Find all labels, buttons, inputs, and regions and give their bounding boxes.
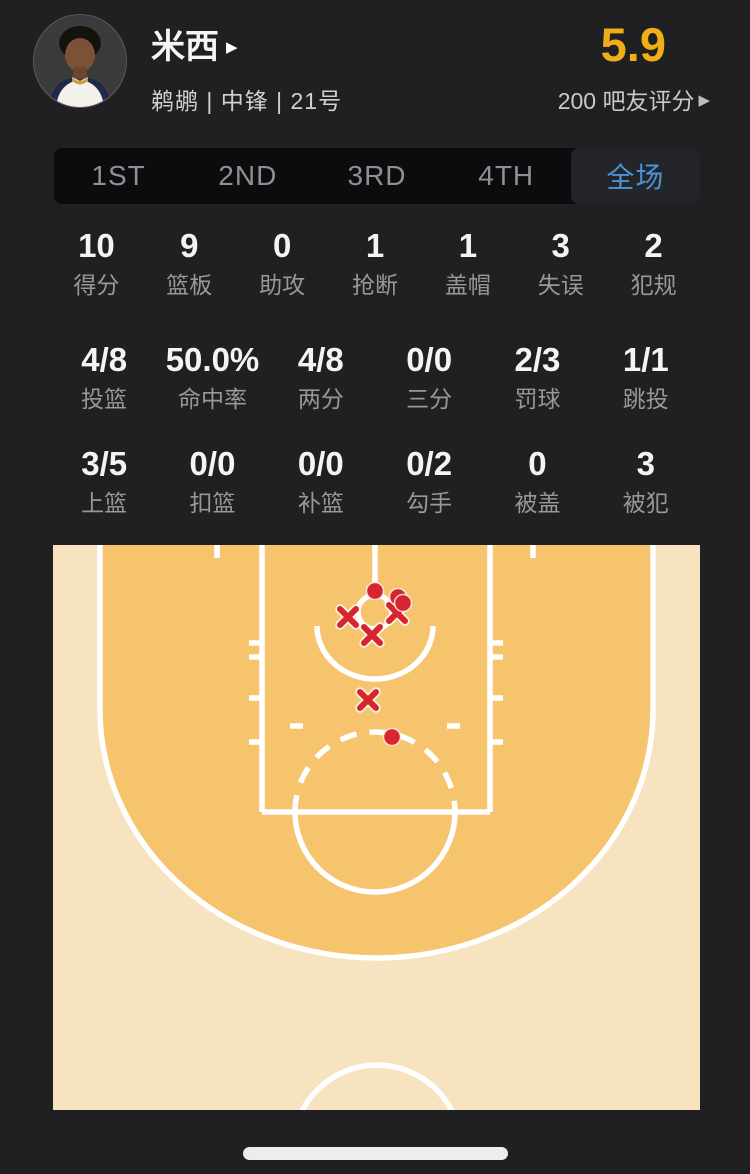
tab-3rd[interactable]: 3RD: [347, 160, 407, 191]
rating-block: 5.9 200 吧友评分 ▶: [558, 14, 710, 116]
tab-1st[interactable]: 1ST: [91, 160, 146, 191]
stat-fg-pct: 50.0% 命中率: [165, 341, 260, 412]
stat-got-blocked: 0 被盖: [514, 445, 561, 516]
player-info: 鹈鹕 | 中锋 | 21号: [151, 88, 343, 114]
shot-chart: [53, 545, 700, 1110]
three-point-line: [97, 545, 656, 961]
avatar[interactable]: [33, 14, 127, 108]
stat-dunk: 0/0 扣篮: [189, 445, 236, 516]
stat-assists: 0 助攻: [259, 227, 306, 298]
chevron-right-icon: ▶: [698, 92, 710, 109]
shot-missed-marker: [355, 687, 381, 713]
free-throw-circle-solid: [292, 811, 458, 895]
tab-4th[interactable]: 4TH: [478, 160, 535, 191]
stat-layup: 3/5 上篮: [81, 445, 128, 516]
stat-row-basic: 10 得分 9 篮板 0 助攻 1 抢断 1 盖帽 3 失误 2 犯规: [50, 226, 700, 298]
stat-blocks: 1 盖帽: [444, 227, 491, 298]
stat-steals: 1 抢断: [352, 227, 398, 298]
rating-caption: 200 吧友评分: [557, 88, 695, 114]
three-point-area: [100, 545, 653, 958]
rating-caption-link[interactable]: 200 吧友评分 ▶: [558, 82, 710, 116]
stat-three-pt: 0/0 三分: [406, 341, 453, 412]
center-circle-arc: [299, 1062, 455, 1110]
half-court: [53, 545, 700, 1110]
lane-block-ticks: [249, 640, 503, 745]
stat-putback: 0/0 补篮: [297, 445, 344, 516]
free-throw-circle-dashed: [292, 729, 458, 813]
lane-lines: [259, 545, 493, 815]
tab-full-game[interactable]: 全场: [570, 148, 701, 204]
baseline-hash-ticks: [214, 545, 536, 558]
restricted-area-arc: [314, 625, 436, 682]
stat-fouls: 2 犯规: [630, 227, 677, 298]
player-header: 米西 ▶ 鹈鹕 | 中锋 | 21号 5.9 200 吧友评分 ▶: [33, 14, 710, 116]
rating-value: 5.9: [600, 18, 666, 71]
stat-fouled-on: 3 被犯: [622, 445, 669, 516]
shot-made-marker: [382, 727, 402, 747]
stat-row-detail: 3/5 上篮 0/0 扣篮 0/0 补篮 0/2 勾手 0 被盖 3 被犯: [50, 444, 700, 516]
player-name[interactable]: 米西: [151, 27, 219, 66]
stat-turnovers: 3 失误: [537, 227, 584, 298]
chevron-right-icon: ▶: [226, 39, 238, 56]
stat-hookshot: 0/2 勾手: [406, 445, 453, 516]
player-photo: [34, 15, 126, 107]
player-ident: 米西 ▶ 鹈鹕 | 中锋 | 21号: [151, 14, 558, 116]
shot-markers-layer: [335, 581, 413, 747]
stat-points: 10 得分: [73, 227, 120, 298]
shot-missed-marker: [335, 604, 361, 630]
stat-two-pt: 4/8 两分: [297, 341, 344, 412]
tab-2nd[interactable]: 2ND: [218, 160, 278, 191]
stat-row-shooting: 4/8 投篮 50.0% 命中率 4/8 两分 0/0 三分 2/3 罚球 1/1 跳投: [50, 340, 700, 412]
shot-made-marker: [365, 581, 385, 601]
quarter-tabs: 1ST 2ND 3RD 4TH 全场: [54, 148, 701, 204]
stat-jumpshot: 1/1 跳投: [622, 341, 669, 412]
stat-fg: 4/8 投篮: [81, 341, 128, 412]
stat-free-throws: 2/3 罚球: [514, 341, 561, 412]
shot-made-marker: [393, 593, 413, 613]
stat-rebounds: 9 篮板: [166, 227, 213, 298]
shot-missed-marker: [359, 622, 385, 648]
home-indicator-bar[interactable]: [243, 1147, 508, 1160]
